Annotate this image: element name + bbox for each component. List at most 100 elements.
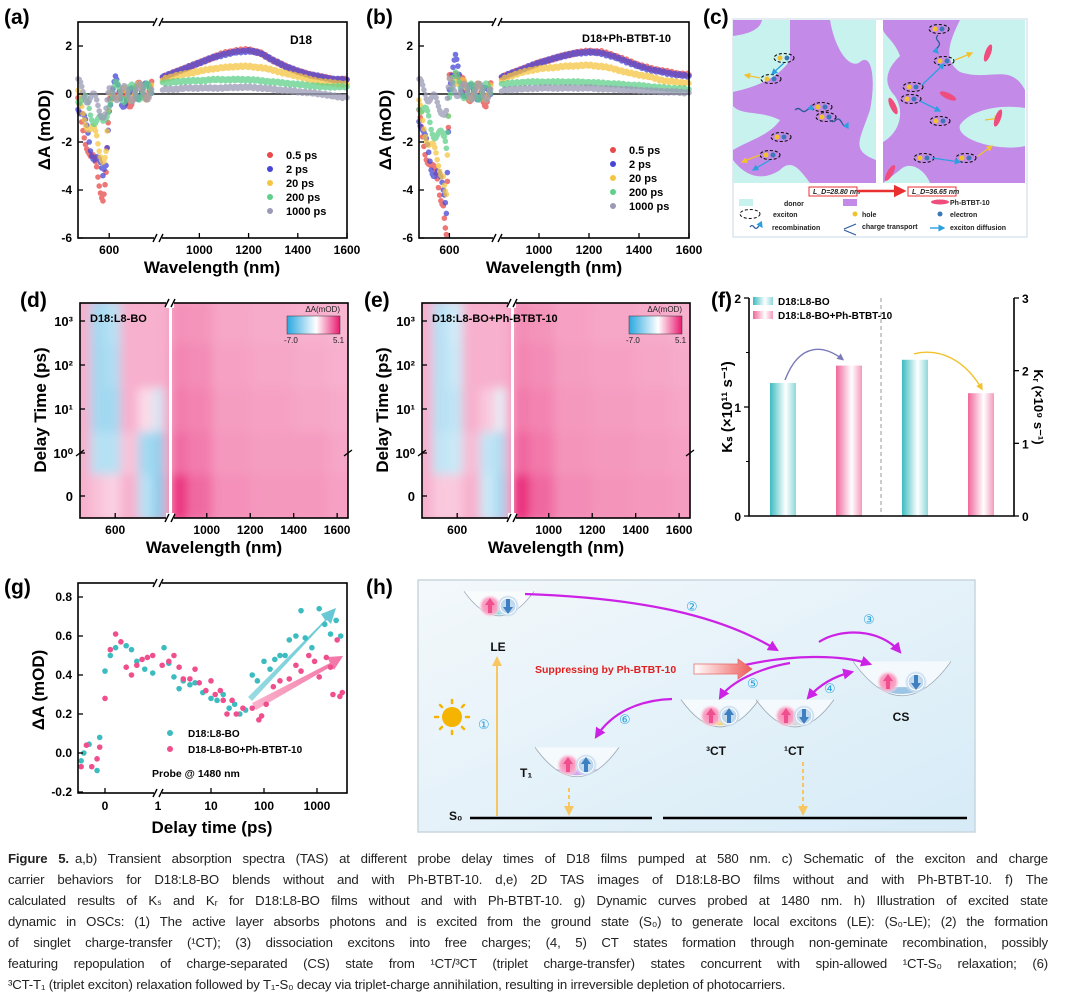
heatmap-area: 0 10⁰ 10¹ 10² 10³ 600 1000 1200 1400 1600 bbox=[395, 298, 695, 537]
y-tick-label: 0.4 bbox=[55, 668, 72, 682]
series-200ps bbox=[416, 69, 692, 152]
heatmap-cell bbox=[153, 474, 164, 518]
heatmap-cell bbox=[529, 474, 555, 518]
heatmap-cell bbox=[422, 388, 433, 433]
panel-h-excited-state-diagram: (h) S₀ Suppressing by Ph-BTBT-10 ① bbox=[366, 576, 976, 833]
exciton-icon bbox=[928, 23, 950, 35]
data-point bbox=[441, 215, 448, 221]
electron-icon bbox=[822, 104, 828, 110]
exciton-icon bbox=[815, 111, 837, 123]
heatmap-cell bbox=[250, 474, 294, 518]
electron-icon bbox=[966, 155, 972, 161]
y-tick-label: 0.6 bbox=[55, 629, 72, 643]
y-axis-title: Delay Time (ps) bbox=[31, 347, 50, 472]
y-tick-label: 0 bbox=[65, 87, 72, 101]
caption-line: calculated results of Kₛ and Kᵣ for D18:… bbox=[8, 893, 1048, 908]
charge-transport-arrow bbox=[977, 145, 994, 157]
legend-label: 0.5 ps bbox=[629, 145, 660, 157]
data-point bbox=[134, 658, 140, 665]
y2-tick-label: 2 bbox=[1022, 365, 1029, 379]
x-tick-label: 600 bbox=[99, 243, 119, 257]
step-1: ① bbox=[478, 718, 490, 733]
axis-break-gap bbox=[493, 17, 501, 27]
data-point bbox=[258, 713, 265, 719]
y-tick-label: 0 bbox=[406, 87, 413, 101]
x-tick-label: 1000 bbox=[193, 523, 220, 537]
data-point bbox=[220, 697, 227, 704]
heatmap-cell bbox=[187, 432, 213, 475]
heatmap-cell bbox=[446, 388, 463, 433]
axis-break-mark bbox=[152, 788, 164, 798]
data-point bbox=[192, 680, 198, 686]
data-point bbox=[293, 633, 299, 639]
legend: 0.5 ps 2 ps 20 ps 200 ps 1000 ps bbox=[610, 145, 669, 213]
heatmap-cell bbox=[293, 388, 329, 433]
data-point bbox=[334, 637, 340, 643]
step-4: ④ bbox=[824, 682, 836, 697]
trend-arrow-pink bbox=[252, 656, 343, 710]
data-point bbox=[94, 756, 100, 762]
heatmap-cell bbox=[104, 388, 121, 433]
heatmap-cell bbox=[328, 388, 348, 433]
colorbar-max: 5.1 bbox=[675, 336, 687, 345]
heatmap-cell bbox=[592, 432, 636, 475]
data-point bbox=[96, 183, 103, 189]
y-axis-title: ΔA (mOD) bbox=[35, 90, 54, 171]
sample-label: D18:L8-BO+Ph-BTBT-10 bbox=[432, 313, 558, 325]
data-point bbox=[112, 644, 119, 651]
exciton-outline bbox=[759, 149, 781, 161]
legend-label: 200 ps bbox=[286, 192, 320, 204]
data-point bbox=[107, 646, 114, 653]
heatmap-cell bbox=[554, 388, 593, 433]
hole-icon bbox=[906, 84, 912, 90]
data-point bbox=[140, 87, 146, 93]
axis-break-mark bbox=[75, 449, 353, 457]
data-point bbox=[149, 652, 156, 659]
axis-break-mark bbox=[491, 233, 503, 243]
data-point bbox=[88, 763, 95, 770]
data-point bbox=[487, 86, 494, 93]
heatmap-cell bbox=[462, 344, 481, 389]
data-point bbox=[479, 87, 486, 93]
y-tick-label: 10⁰ bbox=[395, 446, 415, 461]
y-tick-label: 10¹ bbox=[54, 402, 73, 417]
x-tick-label: 1200 bbox=[576, 243, 603, 257]
colorbar-title: ΔA(mOD) bbox=[647, 305, 682, 314]
data-point bbox=[419, 82, 426, 88]
data-point bbox=[433, 94, 439, 101]
arrow-ct3-to-cs bbox=[744, 655, 873, 667]
state-label-1ct: ¹CT bbox=[784, 744, 805, 758]
well-outline bbox=[852, 661, 952, 696]
data-point bbox=[434, 156, 441, 163]
step-3: ③ bbox=[863, 613, 875, 628]
y-tick-label: 10¹ bbox=[396, 402, 415, 417]
heatmap-cell bbox=[120, 303, 139, 345]
heatmap-cell bbox=[495, 344, 506, 389]
y-tick-label: 2 bbox=[406, 39, 413, 53]
y-tick-label: 10⁰ bbox=[53, 446, 73, 461]
panel-c-exciton-schematic: (c) L_D=28.80 nm L_D=36.65 nm donor exci… bbox=[703, 6, 1028, 238]
heatmap-cell bbox=[462, 432, 481, 475]
exciton-icon bbox=[900, 93, 922, 105]
heatmap-cell bbox=[293, 474, 329, 518]
legend-label: D18-L8-BO+Ph-BTBT-10 bbox=[188, 745, 303, 756]
heatmap-cell bbox=[104, 474, 121, 518]
plot-frame bbox=[421, 302, 691, 519]
heatmap-blur-layer bbox=[422, 303, 690, 518]
exciton-diffusion-arrow bbox=[921, 63, 945, 86]
heatmap-cells bbox=[80, 303, 348, 518]
ld-box-left bbox=[808, 186, 858, 197]
caption-line: dynamic in OSCs: (1) The active layer ab… bbox=[8, 914, 1048, 929]
legend-marker bbox=[610, 161, 616, 167]
state-label-s0: S₀ bbox=[449, 809, 462, 823]
data-point bbox=[87, 148, 94, 154]
heatmap-cell bbox=[212, 303, 251, 345]
heatmap-cell bbox=[138, 303, 154, 345]
heatmap-cell bbox=[212, 474, 251, 518]
data-point bbox=[95, 140, 101, 147]
data-point bbox=[444, 152, 451, 158]
panel-g-dynamic-curves: (g) -0.2 0.0 0.2 0.4 0.6 0.8 0 1 10 100 1000 D18:L… bbox=[4, 576, 348, 837]
data-point bbox=[166, 658, 172, 665]
heatmap-cell bbox=[138, 432, 154, 475]
legend-label: D18:L8-BO bbox=[778, 297, 830, 308]
